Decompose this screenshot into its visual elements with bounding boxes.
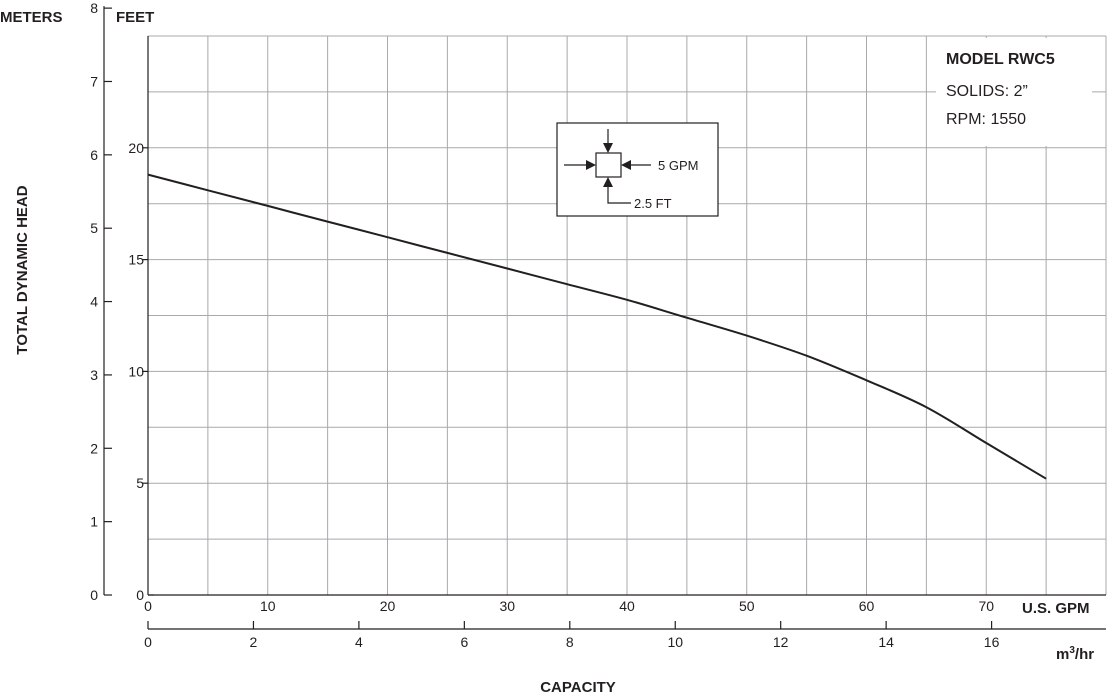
legend-solids: SOLIDS: 2” xyxy=(946,83,1028,100)
gpm-tick-label: 40 xyxy=(619,598,635,614)
m3hr-tick-label: 10 xyxy=(667,634,683,650)
legend-title: MODEL RWC5 xyxy=(946,51,1055,68)
x-axis-label: CAPACITY xyxy=(540,679,616,694)
meters-tick-label: 7 xyxy=(90,73,98,89)
meters-tick-label: 5 xyxy=(90,220,98,236)
feet-tick-label: 10 xyxy=(128,363,144,379)
meters-tick-label: 3 xyxy=(90,367,98,383)
gpm-tick-label: 70 xyxy=(978,598,994,614)
feet-tick-label: 5 xyxy=(136,475,144,491)
inset-box xyxy=(556,122,719,217)
feet-tick-label: 20 xyxy=(128,140,144,156)
feet-tick-label: 0 xyxy=(136,587,144,603)
x-gpm-unit-label: U.S. GPM xyxy=(1022,600,1090,617)
meters-tick-label: 6 xyxy=(90,147,98,163)
meters-tick-label: 1 xyxy=(90,514,98,530)
meters-tick-label: 0 xyxy=(90,587,98,603)
gpm-tick-label: 60 xyxy=(859,598,875,614)
axes xyxy=(103,6,1106,630)
x-m3hr-unit-label: m3/hr xyxy=(1056,645,1094,663)
feet-tick-label: 15 xyxy=(128,252,144,268)
gpm-tick-label: 0 xyxy=(144,598,152,614)
y-meters-label: METERS xyxy=(0,9,63,26)
m3hr-suffix: /hr xyxy=(1075,646,1094,663)
y-axis-label: TOTAL DYNAMIC HEAD xyxy=(14,185,31,354)
m3hr-tick-label: 6 xyxy=(460,634,468,650)
legend: MODEL RWC5 SOLIDS: 2” RPM: 1550 xyxy=(936,38,1092,146)
y-feet-label: FEET xyxy=(116,9,154,26)
m3hr-tick-label: 2 xyxy=(250,634,258,650)
legend-background xyxy=(936,38,1092,146)
meters-tick-label: 4 xyxy=(90,294,98,310)
m3hr-tick-label: 16 xyxy=(984,634,1000,650)
meters-tick-label: 8 xyxy=(90,0,98,16)
gpm-tick-label: 10 xyxy=(260,598,276,614)
m3hr-tick-label: 0 xyxy=(144,634,152,650)
inset-arrow-bottom xyxy=(607,185,631,204)
series-line xyxy=(147,173,1047,480)
inset-arrowhead-left xyxy=(586,160,596,170)
grid-lines xyxy=(148,35,1107,595)
m3hr-tick-label: 12 xyxy=(773,634,789,650)
gpm-tick-label: 50 xyxy=(739,598,755,614)
m3hr-exponent: 3 xyxy=(1069,645,1075,656)
m3hr-base: m xyxy=(1056,646,1069,663)
inset-arrowhead-right xyxy=(621,160,631,170)
inset-head-label: 2.5 FT xyxy=(634,196,672,211)
inset-arrowhead-bottom xyxy=(603,177,613,187)
gpm-tick-label: 20 xyxy=(380,598,396,614)
gpm-tick-label: 30 xyxy=(499,598,515,614)
inset-center-square xyxy=(595,152,622,178)
m3hr-tick-label: 14 xyxy=(878,634,894,650)
inset-flow-label: 5 GPM xyxy=(658,158,698,173)
m3hr-tick-label: 4 xyxy=(355,634,363,650)
legend-rpm: RPM: 1550 xyxy=(946,111,1026,128)
m3hr-tick-label: 8 xyxy=(566,634,574,650)
meters-tick-label: 2 xyxy=(90,440,98,456)
inset-arrowhead-top xyxy=(603,143,613,153)
measurement-inset: 5 GPM 2.5 FT xyxy=(556,122,719,217)
